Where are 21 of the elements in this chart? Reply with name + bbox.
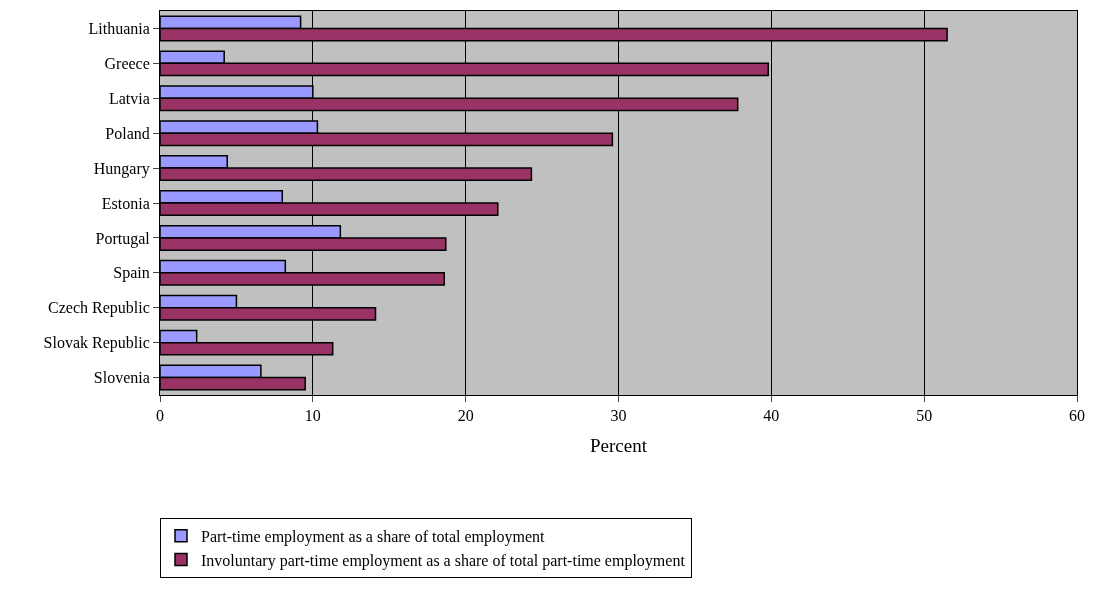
y-tick-label: Poland (105, 124, 150, 142)
y-tick-label: Portugal (95, 229, 151, 248)
y-tick-label: Greece (104, 54, 150, 72)
x-tick-label: 0 (156, 407, 164, 425)
y-tick-label: Estonia (101, 194, 150, 212)
y-tick-label: Czech Republic (48, 299, 150, 318)
y-tick-label: Spain (113, 264, 150, 283)
y-tick-label: Hungary (93, 159, 150, 178)
y-tick-label: Slovenia (93, 369, 150, 387)
x-tick-label: 60 (1069, 407, 1085, 425)
x-tick-label: 40 (763, 407, 780, 425)
x-tick-label: 10 (304, 407, 321, 425)
y-tick-label: Latvia (108, 89, 150, 107)
x-tick-label: 20 (457, 407, 474, 425)
legend-label: Involuntary part-time employment as a share of total part-time employment (201, 551, 686, 570)
legend-label: Part-time employment as a share of total employment (201, 528, 546, 547)
x-axis-title: Percent (590, 435, 648, 456)
x-tick-label: 50 (916, 407, 933, 425)
y-tick-label: Lithuania (88, 20, 150, 38)
x-tick-label: 30 (610, 407, 627, 425)
y-tick-label: Slovak Republic (43, 334, 150, 353)
